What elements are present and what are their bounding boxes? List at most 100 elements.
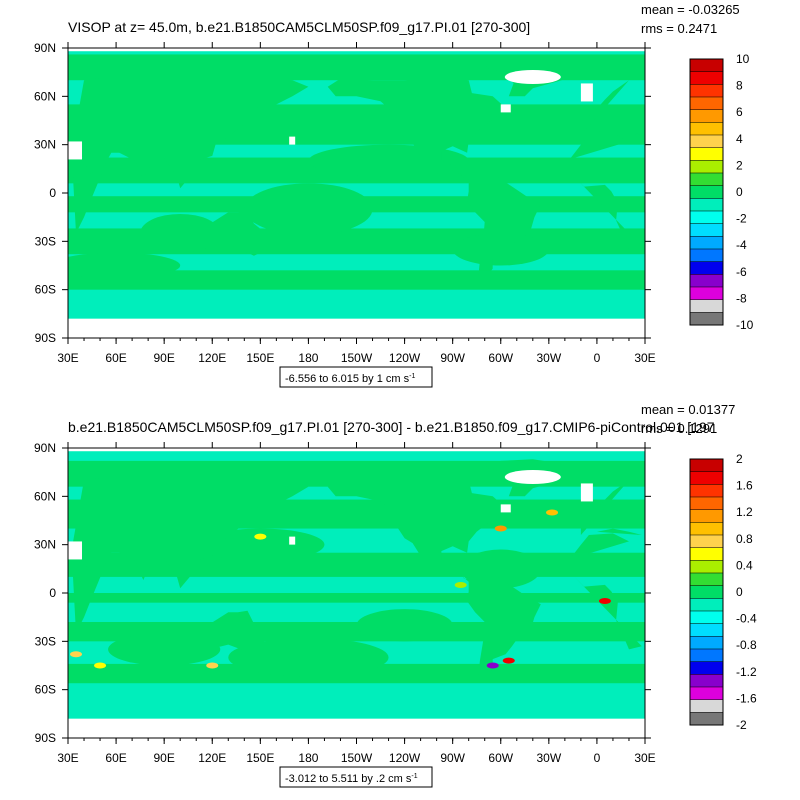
colorbar-label: -6 bbox=[736, 265, 747, 279]
y-tick-label: 30N bbox=[34, 538, 56, 552]
colorbar-swatch bbox=[689, 496, 724, 511]
y-tick-label: 60S bbox=[35, 283, 56, 297]
missing-patch bbox=[68, 541, 82, 560]
colorbar-swatch bbox=[689, 312, 724, 326]
colorbar-swatch bbox=[689, 686, 724, 701]
extreme-spot bbox=[502, 657, 515, 664]
x-tick-label: 150E bbox=[246, 351, 274, 365]
colorbar-swatch bbox=[689, 58, 724, 73]
extreme-spot bbox=[546, 509, 559, 516]
colorbar-swatch bbox=[689, 198, 724, 212]
x-tick-label: 60W bbox=[488, 351, 513, 365]
missing-greenland bbox=[504, 470, 561, 484]
colorbar-label: 6 bbox=[736, 105, 743, 119]
y-tick-label: 0 bbox=[49, 586, 56, 600]
missing-north-pole bbox=[68, 48, 645, 52]
land-namerica bbox=[327, 477, 508, 582]
colorbar-swatch bbox=[689, 674, 724, 688]
plot-title: b.e21.B1850CAM5CLM50SP.f09_g17.PI.01 [27… bbox=[68, 419, 715, 435]
missing-north-pole bbox=[68, 448, 645, 452]
colorbar-swatch bbox=[689, 248, 724, 263]
missing-greenland bbox=[504, 70, 561, 84]
colorbar-swatch bbox=[689, 522, 724, 536]
x-tick-label: 30E bbox=[57, 751, 78, 765]
extreme-spot bbox=[598, 598, 611, 605]
x-tick-label: 150E bbox=[246, 751, 274, 765]
extreme-spot bbox=[94, 662, 107, 669]
land-australia bbox=[202, 610, 266, 656]
colorbar-label: 0 bbox=[736, 185, 743, 199]
x-tick-label: 120E bbox=[198, 351, 226, 365]
x-tick-label: 120W bbox=[389, 351, 421, 365]
panel-2: b.e21.B1850CAM5CLM50SP.f09_g17.PI.01 [27… bbox=[34, 402, 757, 788]
colorbar-swatch bbox=[689, 699, 724, 713]
panel-1: VISOP at z= 45.0m, b.e21.B1850CAM5CLM50S… bbox=[34, 2, 754, 388]
extreme-spot bbox=[454, 581, 467, 588]
missing-patch bbox=[68, 141, 82, 160]
x-tick-label: 180 bbox=[298, 751, 318, 765]
colorbar-frame bbox=[689, 458, 724, 726]
x-tick-label: 60E bbox=[105, 351, 126, 365]
colorbar-label: -8 bbox=[736, 291, 747, 305]
x-tick-label: 180 bbox=[298, 351, 318, 365]
colorbar-swatch bbox=[689, 122, 724, 136]
land-australia bbox=[202, 210, 266, 256]
missing-patch bbox=[289, 136, 296, 145]
colorbar-swatch bbox=[689, 598, 724, 612]
colorbar-swatch bbox=[689, 484, 724, 498]
x-tick-label: 30W bbox=[536, 751, 561, 765]
extreme-spot bbox=[494, 525, 507, 532]
colorbar-label: -0.4 bbox=[736, 612, 757, 626]
colorbar-label: 0.4 bbox=[736, 558, 753, 572]
land-eurasia bbox=[72, 468, 642, 589]
colorbar-label: -4 bbox=[736, 238, 747, 252]
x-tick-label: 0 bbox=[594, 351, 601, 365]
x-tick-label: 0 bbox=[594, 751, 601, 765]
colorbar: 2 1.6 1.2 0.8 0.4 0 -0.4 -0.8 -1.2 -1.6 -2 bbox=[689, 452, 757, 732]
contour-info-box: -6.556 to 6.015 by 1 cm s-1 bbox=[279, 366, 433, 388]
plot-title: VISOP at z= 45.0m, b.e21.B1850CAM5CLM50S… bbox=[68, 19, 530, 35]
colorbar-swatch bbox=[689, 71, 724, 85]
field-patch bbox=[68, 252, 181, 279]
colorbar-swatch bbox=[689, 134, 724, 149]
colorbar-swatch bbox=[689, 458, 724, 473]
colorbar-swatch bbox=[689, 236, 724, 250]
land-samerica bbox=[467, 173, 541, 277]
extreme-spot bbox=[254, 533, 267, 540]
colorbar-swatch bbox=[689, 610, 724, 625]
x-tick-label: 90E bbox=[153, 351, 174, 365]
y-tick-label: 60N bbox=[34, 489, 56, 503]
colorbar-swatch bbox=[689, 648, 724, 663]
y-tick-label: 90N bbox=[34, 41, 56, 55]
colorbar-swatch bbox=[689, 299, 724, 313]
colorbar-swatch bbox=[689, 160, 724, 174]
colorbar-swatch bbox=[689, 172, 724, 187]
colorbar-label: -0.8 bbox=[736, 638, 757, 652]
colorbar-swatch bbox=[689, 509, 724, 523]
missing-antarctic bbox=[68, 318, 645, 338]
x-tick-label: 120E bbox=[198, 751, 226, 765]
x-tick-label: 120W bbox=[389, 751, 421, 765]
colorbar-swatch bbox=[689, 547, 724, 561]
map-field bbox=[68, 448, 645, 738]
land-africa bbox=[71, 533, 642, 650]
colorbar-swatch bbox=[689, 534, 724, 549]
positive-band bbox=[68, 663, 645, 684]
colorbar-label: 1.6 bbox=[736, 479, 753, 493]
colorbar-swatch bbox=[689, 560, 724, 574]
land-africa bbox=[71, 133, 642, 250]
y-tick-label: 30S bbox=[35, 234, 56, 248]
x-tick-label: 60W bbox=[488, 751, 513, 765]
colorbar-label: 1.2 bbox=[736, 505, 753, 519]
colorbar-label: -2 bbox=[736, 718, 747, 732]
colorbar-label: 8 bbox=[736, 79, 743, 93]
y-tick-label: 90S bbox=[35, 731, 56, 745]
x-tick-label: 90W bbox=[440, 351, 465, 365]
missing-hudson bbox=[500, 104, 511, 113]
colorbar-swatch bbox=[689, 572, 724, 587]
y-tick-label: 90S bbox=[35, 331, 56, 345]
colorbar-swatch bbox=[689, 109, 724, 123]
colorbar-frame bbox=[689, 58, 724, 326]
missing-hudson bbox=[500, 504, 511, 513]
contour-info-frame bbox=[279, 766, 433, 788]
